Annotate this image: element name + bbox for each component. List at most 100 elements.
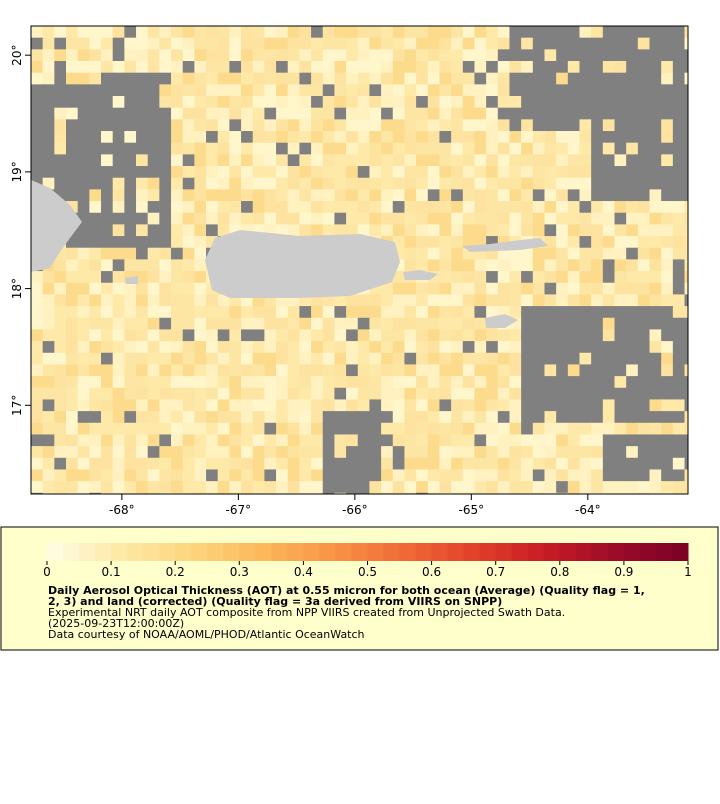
raster-cell [89, 61, 102, 74]
raster-cell [54, 107, 67, 120]
raster-cell [159, 317, 172, 330]
raster-cell [276, 84, 289, 97]
raster-cell [66, 259, 79, 272]
raster-cell [206, 189, 219, 202]
raster-cell [626, 26, 639, 39]
raster-cell [124, 37, 137, 50]
raster-cell [649, 26, 662, 39]
raster-cell [486, 352, 499, 365]
raster-cell [392, 492, 405, 494]
raster-cell [451, 329, 464, 342]
raster-cell [42, 154, 55, 167]
raster-cell [614, 177, 627, 190]
raster-cell [276, 341, 289, 354]
raster-cell [334, 212, 347, 225]
raster-cell [112, 119, 125, 132]
raster-cell [521, 271, 534, 284]
raster-cell [357, 37, 370, 50]
raster-cell [626, 107, 639, 120]
land [31, 180, 548, 328]
raster-cell [264, 376, 277, 389]
raster-cell [147, 341, 160, 354]
raster-cell [101, 177, 114, 190]
raster-cell [416, 411, 429, 424]
raster-cell [252, 434, 265, 447]
raster-cell [334, 119, 347, 132]
caption-title: 2, 3) and land (corrected) (Quality flag… [48, 595, 502, 608]
raster-cell [416, 352, 429, 365]
raster-cell [31, 166, 44, 179]
raster-cell [124, 224, 137, 237]
raster-cell [124, 481, 137, 494]
raster-cell [322, 352, 335, 365]
raster-cell [579, 119, 592, 132]
raster-cell [416, 469, 429, 482]
raster-cell [264, 329, 277, 342]
raster-cell [381, 119, 394, 132]
raster-cell [217, 224, 230, 237]
raster-cell [264, 446, 277, 459]
raster-cell [194, 177, 207, 190]
raster-cell [287, 481, 300, 494]
raster-cell [649, 434, 662, 447]
raster-cell [54, 492, 67, 494]
raster-cell [381, 457, 394, 470]
raster-cell [626, 201, 639, 214]
raster-cell [532, 481, 545, 494]
raster-cell [369, 446, 382, 459]
raster-cell [287, 49, 300, 62]
raster-cell [474, 212, 487, 225]
raster-cell [182, 352, 195, 365]
raster-cell [31, 26, 44, 39]
raster-cell [649, 399, 662, 412]
raster-cell [322, 61, 335, 74]
raster-cell [637, 364, 651, 377]
raster-cell [322, 177, 335, 190]
raster-cell [194, 364, 207, 377]
raster-cell [532, 446, 545, 459]
x-tick-label: -68° [109, 503, 135, 517]
raster-cell [42, 399, 55, 412]
raster-cell [171, 364, 184, 377]
raster-cell [369, 177, 382, 190]
raster-cell [416, 259, 429, 272]
raster-cell [649, 236, 662, 249]
colorbar-step [351, 543, 368, 561]
raster-cell [171, 352, 184, 365]
raster-cell [556, 224, 569, 237]
raster-cell [54, 72, 67, 85]
raster-cell [287, 387, 300, 400]
raster-cell [89, 166, 102, 179]
raster-cell [287, 72, 300, 85]
raster-cell [171, 61, 184, 74]
raster-cell [637, 236, 651, 249]
raster-cell [649, 422, 662, 435]
raster-cell [579, 236, 592, 249]
raster-cell [89, 306, 102, 319]
raster-cell [567, 341, 580, 354]
raster-cell [124, 411, 137, 424]
raster-cell [544, 177, 557, 190]
raster-cell [369, 224, 382, 237]
raster-cell [567, 376, 580, 389]
raster-cell [264, 411, 277, 424]
raster-cell [497, 84, 510, 97]
raster-cell [567, 49, 580, 62]
raster-cell [579, 259, 592, 272]
raster-cell [357, 481, 370, 494]
raster-cell [229, 492, 242, 494]
raster-cell [567, 364, 580, 377]
raster-cell [159, 352, 172, 365]
colorbar-step [63, 543, 80, 561]
raster-cell [649, 154, 662, 167]
raster-cell [497, 457, 510, 470]
raster-cell [369, 61, 382, 74]
raster-cell [42, 61, 55, 74]
raster-cell [124, 469, 137, 482]
raster-cell [427, 411, 440, 424]
raster-cell [649, 294, 662, 307]
raster-cell [661, 37, 674, 50]
raster-cell [614, 376, 627, 389]
raster-cell [334, 166, 347, 179]
raster-cell [532, 84, 545, 97]
